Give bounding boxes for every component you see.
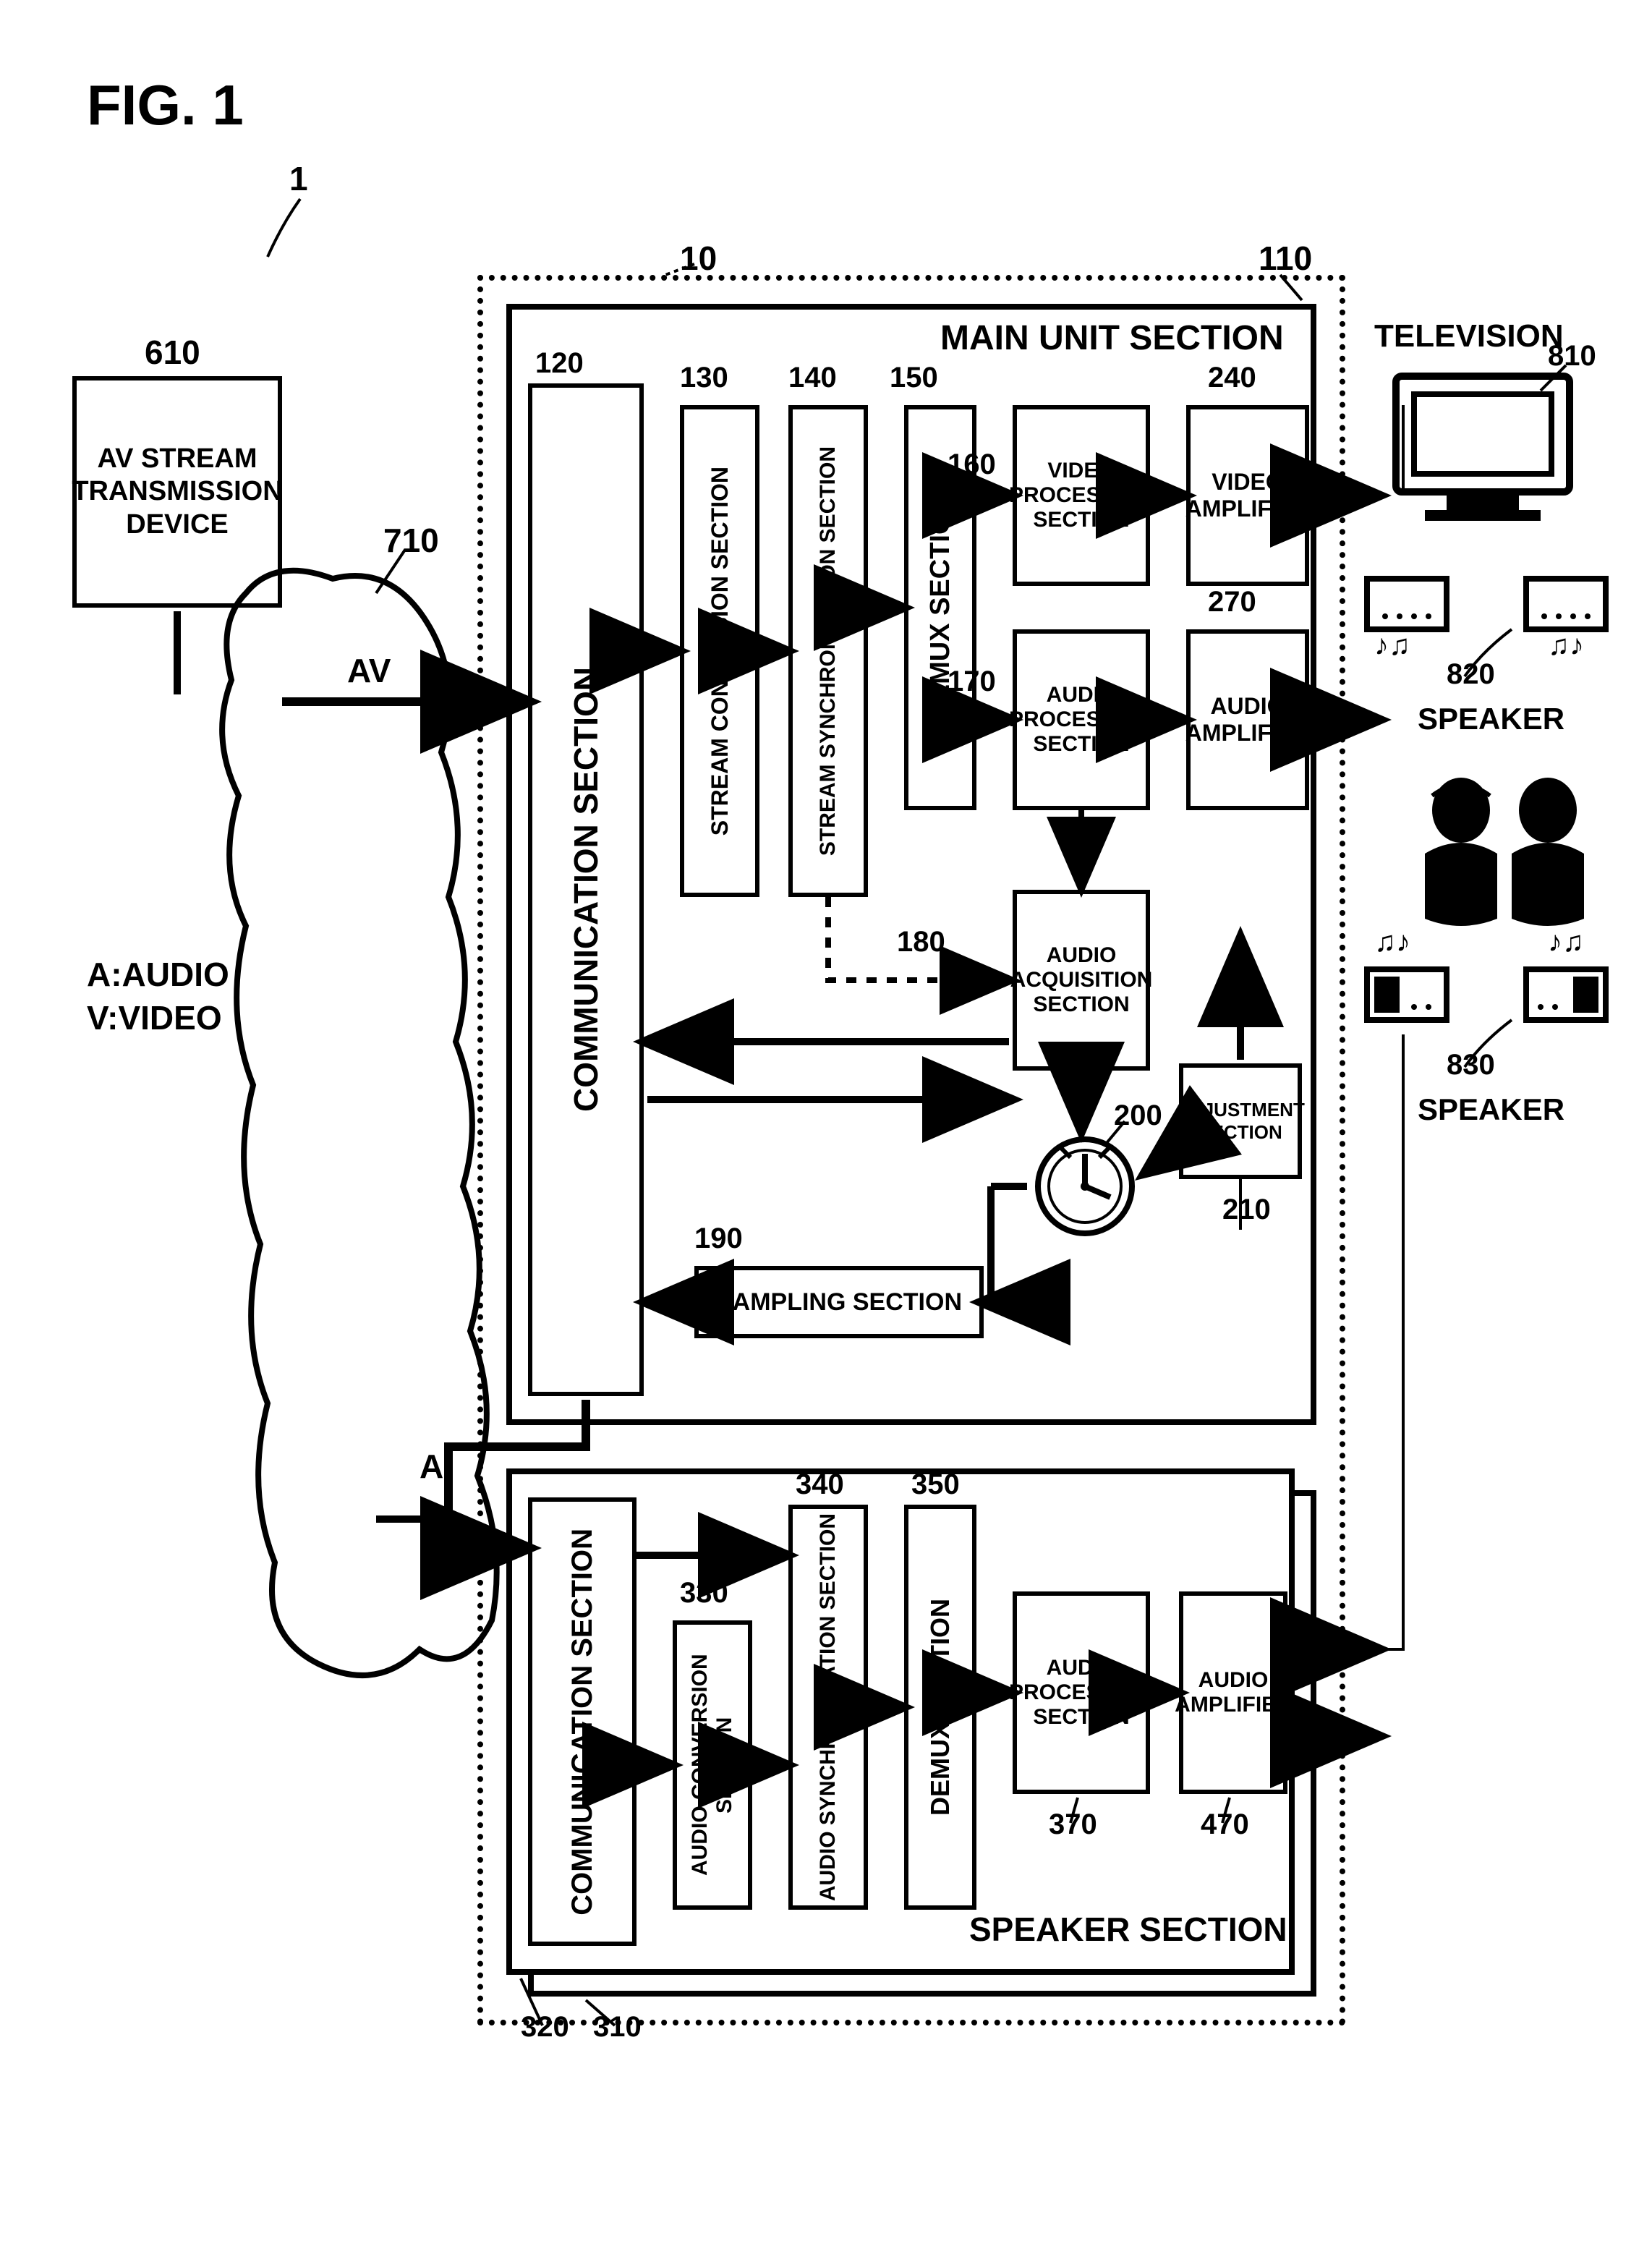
stream-sync-ref: 140 [788, 362, 837, 394]
main-audio-amp-label: AUDIO AMPLIFIER [1185, 693, 1310, 747]
audio-conv-box: AUDIO CONVERSION SECTION [673, 1620, 752, 1910]
adjustment-ref: 210 [1222, 1194, 1271, 1226]
audio-sync-label: AUDIO SYNCHRONIZATION SECTION [816, 1513, 840, 1901]
speaker-top-ref: 820 [1447, 658, 1495, 691]
tv-ref: 810 [1548, 340, 1596, 373]
speaker-bottom-left-icon [1360, 955, 1461, 1042]
main-demux-ref: 150 [890, 362, 938, 394]
speaker-bottom-label: SPEAKER [1418, 1092, 1564, 1127]
spk-audio-proc-ref: 370 [1049, 1808, 1097, 1841]
music-notes-bot-right: ♪♫ [1548, 926, 1584, 958]
spk-demux-label: DEMUX SECTION [925, 1599, 955, 1816]
main-comm-box: COMMUNICATION SECTION [528, 383, 644, 1396]
main-audio-proc-label: AUDIO PROCESSING SECTION [1009, 683, 1154, 757]
music-notes-top-right: ♫♪ [1548, 629, 1584, 662]
av-source-ref: 610 [145, 333, 200, 372]
video-proc-label: VIDEO PROCESSING SECTION [1009, 459, 1154, 532]
speaker-bottom-right-icon [1519, 955, 1620, 1042]
spk-audio-amp-label: AUDIO AMPLIFIER [1175, 1668, 1292, 1717]
speaker-section-title: SPEAKER SECTION [969, 1910, 1287, 1949]
audio-sync-ref: 340 [796, 1468, 844, 1501]
music-notes-top-left: ♪♫ [1374, 629, 1410, 662]
audio-sync-box: AUDIO SYNCHRONIZATION SECTION [788, 1505, 868, 1910]
clock-ref: 200 [1114, 1100, 1162, 1132]
music-notes-bot-left: ♫♪ [1374, 926, 1410, 958]
spk-audio-proc-label: AUDIO PROCESSING SECTION [1009, 1656, 1154, 1730]
video-amp-ref: 240 [1208, 362, 1256, 394]
cloud-icon [203, 550, 506, 1707]
audio-acq-ref: 180 [897, 926, 945, 958]
audio-acq-label: AUDIO ACQUISITION SECTION [1010, 943, 1153, 1017]
audio-acq-box: AUDIO ACQUISITION SECTION [1013, 890, 1150, 1071]
video-amp-label: VIDEO AMPLIFIER [1185, 469, 1310, 522]
stream-sync-label: STREAM SYNCHRONIZATION SECTION [816, 446, 840, 856]
adjustment-box: ADJUSTMENT SECTION [1179, 1063, 1302, 1179]
tv-icon [1381, 362, 1584, 535]
spk-audio-proc-box: AUDIO PROCESSING SECTION [1013, 1591, 1150, 1794]
main-audio-amp-ref: 270 [1208, 586, 1256, 618]
video-proc-box: VIDEO PROCESSING SECTION [1013, 405, 1150, 586]
figure-title: FIG. 1 [87, 72, 244, 138]
main-comm-ref: 120 [535, 347, 584, 380]
people-icon [1403, 760, 1606, 948]
sampling-box: SAMPLING SECTION [694, 1266, 984, 1338]
main-audio-amp-box: AUDIO AMPLIFIER [1186, 629, 1309, 810]
sampling-label: SAMPLING SECTION [716, 1288, 962, 1317]
signal-a: A [420, 1447, 443, 1486]
spk-demux-box: DEMUX SECTION [904, 1505, 976, 1910]
spk-comm-label: COMMUNICATION SECTION [566, 1529, 599, 1916]
speaker-section-ref-outer: 310 [593, 2011, 642, 2044]
outer-container-ref: 10 [680, 239, 717, 278]
speaker-top-label: SPEAKER [1418, 702, 1564, 736]
system-ref: 1 [289, 159, 308, 198]
sampling-ref: 190 [694, 1223, 743, 1255]
legend-a: A:AUDIO [87, 955, 229, 994]
adjustment-label: ADJUSTMENT SECTION [1176, 1099, 1305, 1144]
stream-conv-label: STREAM CONVERSION SECTION [707, 467, 733, 836]
stream-conv-box: STREAM CONVERSION SECTION [680, 405, 759, 897]
audio-conv-ref: 330 [680, 1577, 728, 1610]
av-source-box: AV STREAM TRANSMISSION DEVICE [72, 376, 282, 608]
legend-v: V:VIDEO [87, 998, 222, 1037]
cloud-ref: 710 [383, 521, 439, 560]
spk-comm-box: COMMUNICATION SECTION [528, 1497, 636, 1946]
spk-demux-ref: 350 [911, 1468, 960, 1501]
main-audio-proc-ref: 170 [948, 666, 996, 698]
video-proc-ref: 160 [948, 448, 996, 481]
video-amp-box: VIDEO AMPLIFIER [1186, 405, 1309, 586]
stream-conv-ref: 130 [680, 362, 728, 394]
stream-sync-box: STREAM SYNCHRONIZATION SECTION [788, 405, 868, 897]
av-source-label: AV STREAM TRANSMISSION DEVICE [72, 443, 282, 542]
spk-audio-amp-box: AUDIO AMPLIFIER [1179, 1591, 1287, 1794]
main-unit-title: MAIN UNIT SECTION [940, 318, 1284, 358]
audio-conv-label: AUDIO CONVERSION SECTION [688, 1625, 737, 1905]
main-unit-ref: 110 [1259, 239, 1312, 278]
spk-audio-amp-ref: 470 [1201, 1808, 1249, 1841]
tv-label: TELEVISION [1374, 318, 1564, 354]
main-comm-label: COMMUNICATION SECTION [566, 667, 605, 1112]
signal-av: AV [347, 651, 391, 690]
speaker-bottom-ref: 830 [1447, 1049, 1495, 1081]
speaker-section-ref-inner: 320 [521, 2011, 569, 2044]
main-audio-proc-box: AUDIO PROCESSING SECTION [1013, 629, 1150, 810]
